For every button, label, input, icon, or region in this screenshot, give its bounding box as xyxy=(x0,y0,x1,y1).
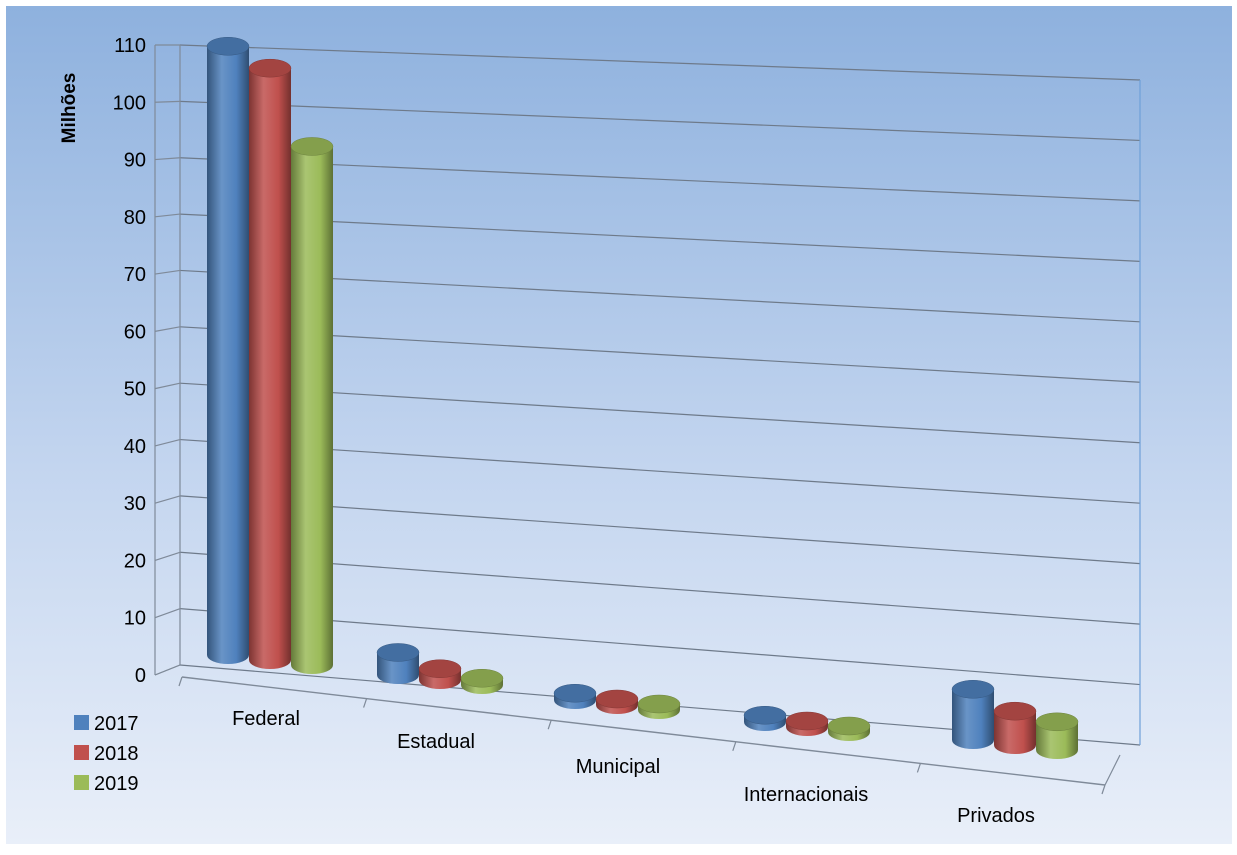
gridline xyxy=(179,44,1141,81)
bar-2017-estadual xyxy=(376,643,420,684)
x-tick-label: Internacionais xyxy=(744,784,869,806)
x-tick xyxy=(178,676,183,687)
y-tick-label: 0 xyxy=(135,665,146,687)
y-tick-label: 20 xyxy=(124,550,146,572)
y-tick-label: 30 xyxy=(124,493,146,515)
gridline-side xyxy=(154,269,181,275)
bar-top xyxy=(248,58,292,78)
gridline xyxy=(179,608,1141,686)
gridline xyxy=(179,438,1141,504)
gridline-side xyxy=(154,213,181,218)
y-tick-label: 40 xyxy=(124,436,146,458)
y-tick-label: 70 xyxy=(124,264,146,286)
bar-2019-municipal xyxy=(637,694,681,719)
x-tick xyxy=(1101,784,1106,795)
axis-labels: 0 10 20 30 40 50 60 70 80 90 100 110 Federal Estadual… xyxy=(113,35,1035,827)
bar-2019-privados xyxy=(1035,712,1079,759)
gridline-side xyxy=(154,157,181,161)
y-tick-label: 90 xyxy=(124,150,146,172)
bar-top xyxy=(206,37,250,56)
bar-2018-internacionais xyxy=(785,711,829,736)
gridline xyxy=(179,269,1141,323)
legend-swatch xyxy=(74,775,89,790)
gridline-side xyxy=(154,438,181,447)
bar-top xyxy=(827,716,871,736)
bar-2017-municipal xyxy=(553,683,597,709)
legend-swatch xyxy=(74,715,89,730)
bar-2019-internacionais xyxy=(827,716,871,741)
gridline-side xyxy=(154,608,181,619)
bar-top xyxy=(743,705,787,725)
floor-right-edge xyxy=(1104,754,1121,786)
bar-body xyxy=(952,689,994,749)
bar-body xyxy=(249,68,291,669)
gridline xyxy=(179,382,1141,444)
bar-top xyxy=(637,694,681,714)
x-tick xyxy=(732,741,737,751)
gridline-side xyxy=(154,100,181,103)
bar-body xyxy=(291,146,333,675)
y-tick-label: 100 xyxy=(113,92,146,114)
legend-item-2018: 2018 xyxy=(74,743,139,765)
bar-2017-federal xyxy=(206,37,250,665)
y-tick-label: 80 xyxy=(124,207,146,229)
x-tick xyxy=(916,763,921,773)
bar-top xyxy=(553,683,597,703)
y-tick-label: 110 xyxy=(114,35,146,57)
bar-top xyxy=(376,643,420,662)
bar-2019-estadual xyxy=(460,668,504,694)
legend-label: 2018 xyxy=(94,743,139,765)
legend-item-2017: 2017 xyxy=(74,713,139,735)
gridline xyxy=(179,213,1141,262)
bar-body xyxy=(207,46,249,665)
bar-body xyxy=(994,711,1036,754)
gridline-side xyxy=(154,326,181,332)
legend-label: 2017 xyxy=(94,713,139,735)
x-tick-label: Estadual xyxy=(397,731,475,753)
x-tick-label: Privados xyxy=(957,805,1035,827)
gridline xyxy=(179,100,1141,142)
axes xyxy=(154,45,1141,795)
legend-swatch xyxy=(74,745,89,760)
x-axis-line xyxy=(181,676,1106,786)
x-tick-label: Municipal xyxy=(576,756,660,778)
y-axis-title: Milhões xyxy=(59,73,80,144)
bar-2018-municipal xyxy=(595,689,639,714)
y-tick-label: 50 xyxy=(124,379,146,401)
gridline xyxy=(179,551,1141,625)
y-tick-label: 10 xyxy=(124,608,146,630)
bar-top xyxy=(290,137,334,156)
gridline xyxy=(179,157,1141,202)
bars xyxy=(206,37,1079,759)
bar-2018-privados xyxy=(993,701,1037,754)
bar-2017-internacionais xyxy=(743,705,787,731)
y-tick-label: 60 xyxy=(124,321,146,343)
bar-top xyxy=(951,680,995,699)
bar-top xyxy=(595,689,639,709)
bar-top xyxy=(785,711,829,731)
legend-item-2019: 2019 xyxy=(74,773,139,795)
gridline-side xyxy=(154,551,181,562)
gridline-side xyxy=(154,382,181,390)
bar-top xyxy=(418,659,462,678)
bar-top xyxy=(993,701,1037,721)
floor-left-edge xyxy=(154,664,181,676)
bar-top xyxy=(460,668,504,688)
x-tick xyxy=(547,720,552,730)
bar-top xyxy=(1035,712,1079,732)
gridline-side xyxy=(154,495,181,504)
gridline xyxy=(179,495,1141,565)
legend-label: 2019 xyxy=(94,773,139,795)
bar-2017-privados xyxy=(951,680,995,749)
gridline xyxy=(179,326,1141,383)
bar-body xyxy=(1036,721,1078,759)
x-tick-label: Federal xyxy=(232,708,300,730)
bar-2018-federal xyxy=(248,58,292,669)
x-tick xyxy=(363,698,368,708)
bar-2019-federal xyxy=(290,137,334,675)
legend: 2017 2018 2019 xyxy=(74,713,139,795)
bar-2018-estadual xyxy=(418,659,462,689)
